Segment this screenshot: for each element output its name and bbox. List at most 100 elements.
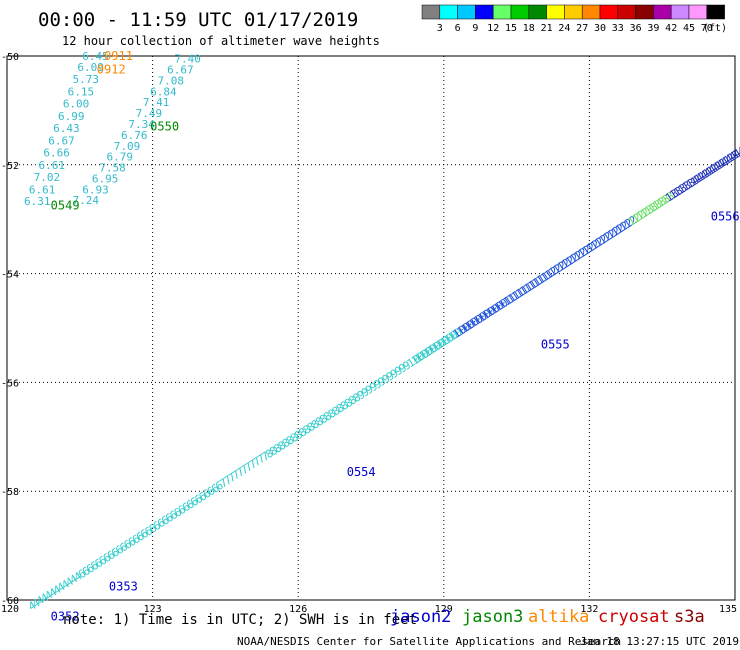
track-a-value: 6.61 bbox=[39, 159, 65, 172]
track-a-value: 6.99 bbox=[58, 110, 85, 123]
colorbar-unit: (ft) bbox=[703, 23, 727, 34]
colorbar-value: 45 bbox=[683, 23, 695, 34]
time-label: 0555 bbox=[541, 337, 570, 351]
colorbar-swatch bbox=[510, 4, 530, 20]
track-a-value: 6.15 bbox=[68, 85, 95, 98]
colorbar-swatch bbox=[653, 4, 672, 20]
track-c-value: 14 bbox=[692, 168, 710, 186]
x-tick-label: 126 bbox=[289, 604, 307, 615]
grid bbox=[7, 56, 735, 600]
footer-note: note: 1) Time is in UTC; 2) SWH is in fe… bbox=[63, 612, 417, 628]
colorbar-swatch bbox=[706, 4, 725, 20]
track-c-value: 11 bbox=[496, 293, 514, 311]
track-b-value: 6.95 bbox=[92, 172, 119, 185]
colorbar-swatch bbox=[635, 4, 654, 20]
track-c-value: 10 bbox=[451, 323, 469, 341]
track-c-value: 10 bbox=[434, 333, 452, 351]
x-tick-label: 120 bbox=[1, 604, 19, 615]
colorbar-swatch bbox=[599, 4, 619, 20]
track-b-value: 7.41 bbox=[143, 96, 170, 109]
track-b-value: 7.49 bbox=[136, 107, 163, 120]
track-b: 7.406.677.086.847.417.497.346.767.096.79… bbox=[73, 53, 201, 207]
y-tick-labels: -50 -52 -54 -56 -58 -60 bbox=[1, 52, 19, 607]
track-c-value: 12 bbox=[601, 227, 619, 245]
chart-title: 00:00 - 11:59 UTC 01/17/2019 bbox=[38, 9, 358, 31]
track-c-value: 10 bbox=[488, 299, 506, 317]
track-c-value: 12 bbox=[592, 232, 610, 250]
legend-entry: s3a bbox=[674, 607, 705, 627]
colorbar-value: 12 bbox=[487, 23, 499, 34]
track-c-value: 13 bbox=[646, 197, 664, 215]
track-c-value: 10 bbox=[463, 315, 481, 333]
track-c-value: 13 bbox=[680, 176, 698, 194]
track-c-value: 10 bbox=[467, 312, 485, 330]
track-c-value: 12 bbox=[580, 240, 598, 258]
track-c-value: 12 bbox=[563, 251, 581, 269]
track-c-value: 14 bbox=[713, 154, 731, 172]
track-c-value: 10 bbox=[442, 328, 460, 346]
track-c-value: 12 bbox=[584, 237, 602, 255]
track-c-value: 10 bbox=[421, 341, 439, 359]
y-tick-label: -60 bbox=[1, 596, 19, 607]
plot-frame bbox=[6, 55, 736, 601]
track-c-value: 12 bbox=[551, 259, 569, 277]
track-c-value: 12 bbox=[630, 208, 648, 226]
track-c-value: 10 bbox=[409, 350, 427, 368]
track-c-value: 11 bbox=[509, 285, 527, 303]
y-tick-label: -56 bbox=[1, 378, 19, 389]
track-c-value: 10 bbox=[438, 331, 456, 349]
legend: jason2 jason3 altika cryosat s3a bbox=[390, 607, 705, 627]
colorbar-value: 30 bbox=[594, 23, 606, 34]
colorbar-swatch bbox=[617, 4, 636, 20]
track-c-value: 12 bbox=[546, 261, 564, 279]
track-c-value: 14 bbox=[725, 146, 740, 164]
track-b-value: 6.76 bbox=[121, 129, 148, 142]
track-c-value: 12 bbox=[559, 253, 577, 271]
track-c-value: 12 bbox=[576, 243, 594, 261]
track-c-value: 11 bbox=[517, 280, 535, 298]
track-a-value: 5.73 bbox=[73, 73, 100, 86]
x-tick-label: 135 bbox=[719, 604, 737, 615]
colorbar: 3 6 9 12 15 18 21 24 27 30 33 36 39 42 45 70 bbox=[421, 4, 725, 34]
track-c-value: 13 bbox=[667, 184, 685, 202]
colorbar-value: 15 bbox=[505, 23, 517, 34]
track-c-value: 10 bbox=[480, 304, 498, 322]
track-c-value: 14 bbox=[730, 144, 740, 162]
y-tick-label: -54 bbox=[1, 270, 19, 281]
chart-subtitle: 12 hour collection of altimeter wave hei… bbox=[62, 34, 380, 48]
colorbar-value: 36 bbox=[630, 23, 642, 34]
track-c-value: 14 bbox=[700, 162, 718, 180]
track-c-value: 11 bbox=[501, 291, 519, 309]
track-c-value: 12 bbox=[596, 229, 614, 247]
track-c-value: 13 bbox=[655, 192, 673, 210]
legend-entry: jason2 bbox=[390, 607, 451, 627]
track-c-value: 11 bbox=[513, 283, 531, 301]
footer-credit: NOAA/NESDIS Center for Satellite Applica… bbox=[237, 635, 621, 648]
colorbar-value: 42 bbox=[665, 23, 677, 34]
track-c-value: 14 bbox=[684, 173, 702, 191]
track-b-value: 6.79 bbox=[106, 151, 133, 164]
track-c-value: 10 bbox=[492, 296, 510, 314]
track-c-value: 14 bbox=[709, 157, 727, 175]
track-c-value: 14 bbox=[717, 152, 735, 170]
time-label: 0353 bbox=[109, 579, 138, 593]
track-c-value: 13 bbox=[671, 181, 689, 199]
colorbar-value: 24 bbox=[558, 23, 570, 34]
track-c-value: 12 bbox=[567, 248, 585, 266]
colorbar-swatch bbox=[581, 4, 601, 20]
colorbar-value: 70 bbox=[701, 23, 713, 34]
y-tick-label: -50 bbox=[1, 52, 19, 63]
colorbar-swatch bbox=[492, 4, 512, 20]
track-c-value: 11 bbox=[521, 277, 539, 295]
colorbar-value: 9 bbox=[472, 23, 478, 34]
track-c-value: 11 bbox=[505, 288, 523, 306]
track-c-value: 13 bbox=[650, 195, 668, 213]
track-c-value: 10 bbox=[446, 325, 464, 343]
track-c-value: 12 bbox=[621, 213, 639, 231]
colorbar-value: 33 bbox=[612, 23, 624, 34]
track-c-value: 11 bbox=[534, 269, 552, 287]
track-a-value: 6.67 bbox=[48, 134, 75, 147]
track-c-value: 12 bbox=[609, 221, 627, 239]
track-c-value: 13 bbox=[638, 203, 656, 221]
